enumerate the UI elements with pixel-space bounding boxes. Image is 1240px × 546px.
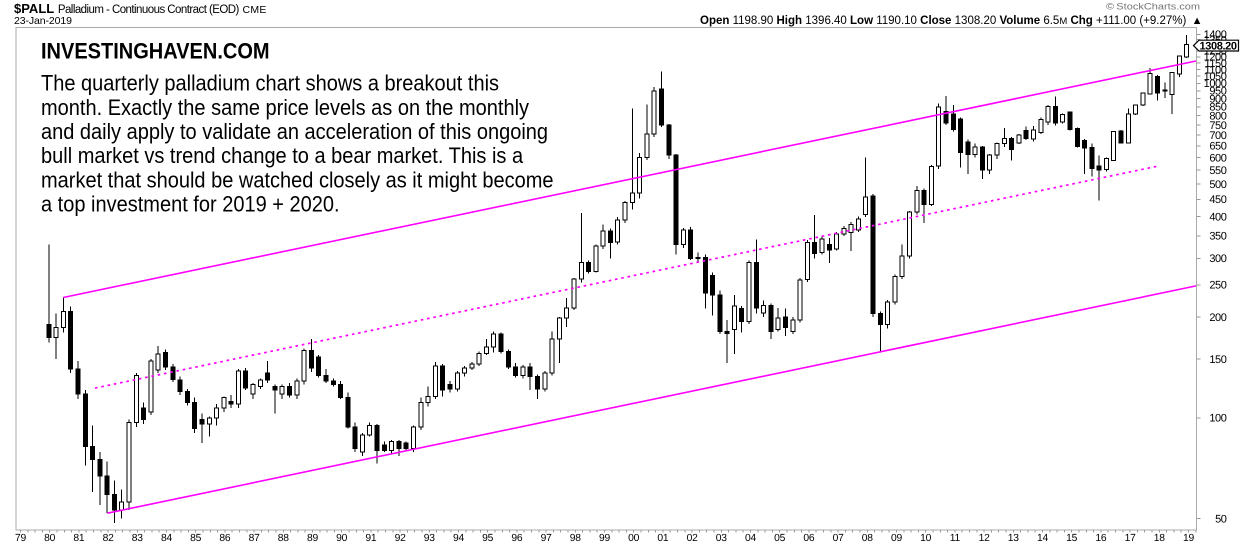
svg-text:96: 96 <box>511 533 523 544</box>
svg-text:97: 97 <box>541 533 553 544</box>
svg-text:83: 83 <box>132 533 144 544</box>
svg-text:98: 98 <box>570 533 582 544</box>
svg-text:400: 400 <box>1209 211 1226 223</box>
svg-text:50: 50 <box>1215 513 1227 525</box>
svg-text:04: 04 <box>745 533 757 544</box>
svg-text:86: 86 <box>219 533 231 544</box>
svg-text:81: 81 <box>73 533 85 544</box>
svg-text:02: 02 <box>687 533 699 544</box>
svg-text:750: 750 <box>1209 120 1226 132</box>
svg-text:800: 800 <box>1209 111 1226 123</box>
svg-text:09: 09 <box>891 533 903 544</box>
svg-text:88: 88 <box>278 533 290 544</box>
svg-text:90: 90 <box>336 533 348 544</box>
svg-text:350: 350 <box>1209 231 1226 243</box>
svg-text:91: 91 <box>365 533 377 544</box>
svg-text:500: 500 <box>1209 179 1226 191</box>
svg-text:1400: 1400 <box>1204 29 1227 41</box>
svg-text:15: 15 <box>1066 533 1078 544</box>
svg-text:650: 650 <box>1209 141 1226 153</box>
svg-text:01: 01 <box>657 533 669 544</box>
svg-text:99: 99 <box>599 533 611 544</box>
svg-text:93: 93 <box>424 533 436 544</box>
svg-text:12: 12 <box>979 533 991 544</box>
svg-text:1050: 1050 <box>1204 71 1227 83</box>
svg-text:1100: 1100 <box>1204 64 1226 76</box>
svg-text:1308.20: 1308.20 <box>1200 41 1238 53</box>
svg-text:10: 10 <box>920 533 932 544</box>
svg-text:900: 900 <box>1209 93 1226 105</box>
svg-text:100: 100 <box>1209 413 1226 425</box>
svg-text:05: 05 <box>774 533 786 544</box>
svg-text:00: 00 <box>628 533 640 544</box>
svg-text:11: 11 <box>950 533 961 544</box>
svg-text:300: 300 <box>1209 253 1226 265</box>
svg-text:84: 84 <box>161 533 173 544</box>
svg-text:200: 200 <box>1209 312 1226 324</box>
svg-text:82: 82 <box>103 533 115 544</box>
svg-text:700: 700 <box>1209 130 1226 142</box>
svg-text:14: 14 <box>1037 533 1049 544</box>
svg-text:03: 03 <box>716 533 728 544</box>
svg-text:16: 16 <box>1095 533 1107 544</box>
svg-text:550: 550 <box>1209 165 1226 177</box>
svg-text:600: 600 <box>1209 152 1226 164</box>
svg-text:17: 17 <box>1125 533 1137 544</box>
svg-text:250: 250 <box>1209 280 1226 292</box>
svg-text:1150: 1150 <box>1204 58 1226 70</box>
svg-text:150: 150 <box>1209 354 1226 366</box>
svg-text:80: 80 <box>44 533 56 544</box>
svg-text:1200: 1200 <box>1204 52 1227 64</box>
svg-text:450: 450 <box>1209 194 1226 206</box>
svg-text:13: 13 <box>1008 533 1020 544</box>
svg-text:85: 85 <box>190 533 202 544</box>
svg-text:89: 89 <box>307 533 319 544</box>
svg-text:19: 19 <box>1183 533 1195 544</box>
svg-text:08: 08 <box>862 533 874 544</box>
svg-text:79: 79 <box>15 533 27 544</box>
svg-text:87: 87 <box>249 533 261 544</box>
svg-text:1000: 1000 <box>1204 78 1227 90</box>
svg-text:18: 18 <box>1154 533 1166 544</box>
svg-text:94: 94 <box>453 533 465 544</box>
svg-text:92: 92 <box>395 533 407 544</box>
svg-text:07: 07 <box>833 533 845 544</box>
svg-text:950: 950 <box>1209 86 1226 98</box>
svg-text:06: 06 <box>803 533 815 544</box>
svg-text:95: 95 <box>482 533 494 544</box>
svg-text:850: 850 <box>1209 102 1226 114</box>
